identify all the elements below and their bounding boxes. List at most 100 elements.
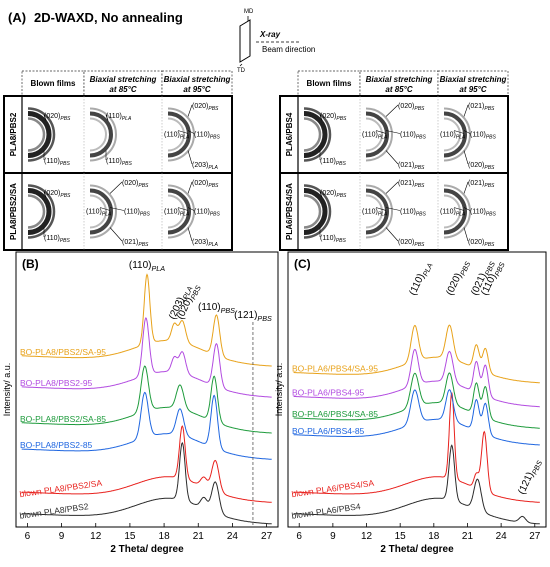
series-line — [21, 273, 272, 367]
ring-label: (110)PBS — [400, 132, 427, 141]
x-tick-label: 9 — [330, 531, 336, 542]
x-tick-label: 24 — [227, 531, 239, 542]
ring-pointer — [385, 104, 399, 117]
ring-label: (110)PBS — [400, 209, 427, 218]
column-header-box — [437, 70, 509, 97]
diffraction-ring — [89, 107, 117, 162]
ring-pointer — [453, 130, 465, 134]
series-label: BO-PLA8/PBS2-85 — [20, 440, 93, 450]
series-line — [293, 372, 540, 429]
diffraction-ring — [443, 184, 471, 239]
diffraction-ring — [89, 188, 113, 235]
diffraction-ring — [303, 107, 332, 162]
ring-pointer — [187, 150, 193, 165]
diffraction-ring — [365, 188, 389, 235]
ring-label: (110)PLA — [164, 132, 190, 141]
diffraction-ring — [27, 107, 56, 162]
x-tick-label: 27 — [261, 531, 273, 542]
ring-pointer — [187, 104, 193, 117]
ring-pointer — [109, 207, 125, 211]
ring-pointer — [463, 130, 471, 134]
ring-pointer — [463, 150, 469, 165]
peak-label: (110)PBS — [198, 302, 235, 315]
diffraction-ring — [365, 111, 389, 158]
peak-label: (110)PLA — [129, 260, 165, 273]
ring-pointer — [463, 104, 469, 117]
series-label: BO-PLA6/PBS4/SA-95 — [292, 364, 378, 374]
column-header-line1: Biaxial stretching — [366, 75, 433, 84]
ring-pointer — [375, 207, 387, 211]
diffraction-ring — [365, 107, 393, 162]
ring-label: (020)PBS — [320, 190, 347, 199]
series-line — [293, 392, 540, 503]
series-line — [293, 348, 540, 408]
ring-pointer — [463, 181, 469, 194]
diffraction-ring — [365, 194, 383, 229]
ring-pointer — [385, 150, 399, 165]
column-header-box — [297, 70, 361, 97]
ring-label: (020)PBS — [320, 113, 347, 122]
series-line — [293, 389, 540, 446]
series-label: BO-PLA6/PBS4/SA-85 — [292, 409, 378, 419]
ring-pointer — [177, 130, 189, 134]
x-tick-label: 24 — [496, 531, 508, 542]
x-tick-label: 12 — [361, 531, 373, 542]
ring-pointer — [463, 207, 471, 211]
diffraction-ring — [167, 188, 191, 235]
ring-label: (110)PBS — [470, 132, 497, 141]
panel-a-label: (A) — [8, 10, 26, 25]
ring-label: (110)PLA — [86, 209, 112, 218]
diffraction-ring — [365, 117, 383, 152]
x-axis-label: 2 Theta/ degree — [110, 544, 184, 555]
column-header-line2: at 95°C — [459, 85, 486, 94]
x-tick-label: 6 — [25, 531, 31, 542]
schematic-beam-label: Beam direction — [262, 45, 315, 54]
ring-pointer — [453, 207, 465, 211]
diffraction-ring — [167, 184, 195, 239]
ring-label: (110)PLA — [106, 113, 132, 122]
ring-label: (021)PBS — [398, 180, 425, 189]
ring-pointer — [105, 114, 109, 121]
row-label: PLA6/PBS4 — [285, 112, 294, 156]
ring-pointer — [43, 191, 47, 198]
ring-pointer — [177, 207, 189, 211]
x-tick-label: 15 — [395, 531, 407, 542]
column-header-line1: Blown films — [31, 79, 76, 88]
ring-label: (110)PBS — [124, 209, 151, 218]
ring-pointer — [99, 207, 111, 211]
column-header-line1: Biaxial stretching — [440, 75, 507, 84]
ring-label: (021)PBS — [468, 180, 495, 189]
series-line — [293, 324, 540, 384]
series-label: BO-PLA8/PBS2/SA-85 — [20, 414, 106, 424]
ring-pointer — [109, 181, 123, 194]
ring-label: (110)PBS — [194, 132, 221, 141]
ring-pointer — [385, 130, 401, 134]
diffraction-ring — [443, 107, 471, 162]
column-header-line1: Biaxial stretching — [164, 75, 231, 84]
ring-pointer — [187, 181, 193, 194]
x-tick-label: 18 — [428, 531, 440, 542]
x-tick-label: 15 — [124, 531, 136, 542]
diffraction-ring — [89, 184, 117, 239]
column-header-line1: Biaxial stretching — [90, 75, 157, 84]
x-tick-label: 6 — [296, 531, 302, 542]
ring-label: (020)PBS — [192, 103, 219, 112]
series-line — [21, 316, 272, 398]
column-header-line2: at 85°C — [109, 85, 136, 94]
chart-c: (C) 6 9 12 15 18 21 24 27 2 Theta/ degree Intensit… — [274, 251, 547, 555]
row-label: PLA8/PBS2/SA — [9, 183, 18, 240]
ring-pointer — [463, 227, 469, 242]
x-axis-label: 2 Theta/ degree — [380, 544, 454, 555]
ring-label: (110)PBS — [320, 235, 347, 244]
ring-pointer — [385, 227, 399, 242]
diffraction-ring — [443, 111, 467, 158]
ring-label: (020)PBS — [398, 103, 425, 112]
ring-label: (110)PLA — [440, 209, 466, 218]
diffraction-ring — [27, 194, 46, 229]
ring-label: (110)PLA — [164, 209, 190, 218]
schematic-md-label: MD — [244, 9, 254, 15]
diffraction-ring — [303, 117, 322, 152]
ring-label: (020)PBS — [44, 113, 71, 122]
